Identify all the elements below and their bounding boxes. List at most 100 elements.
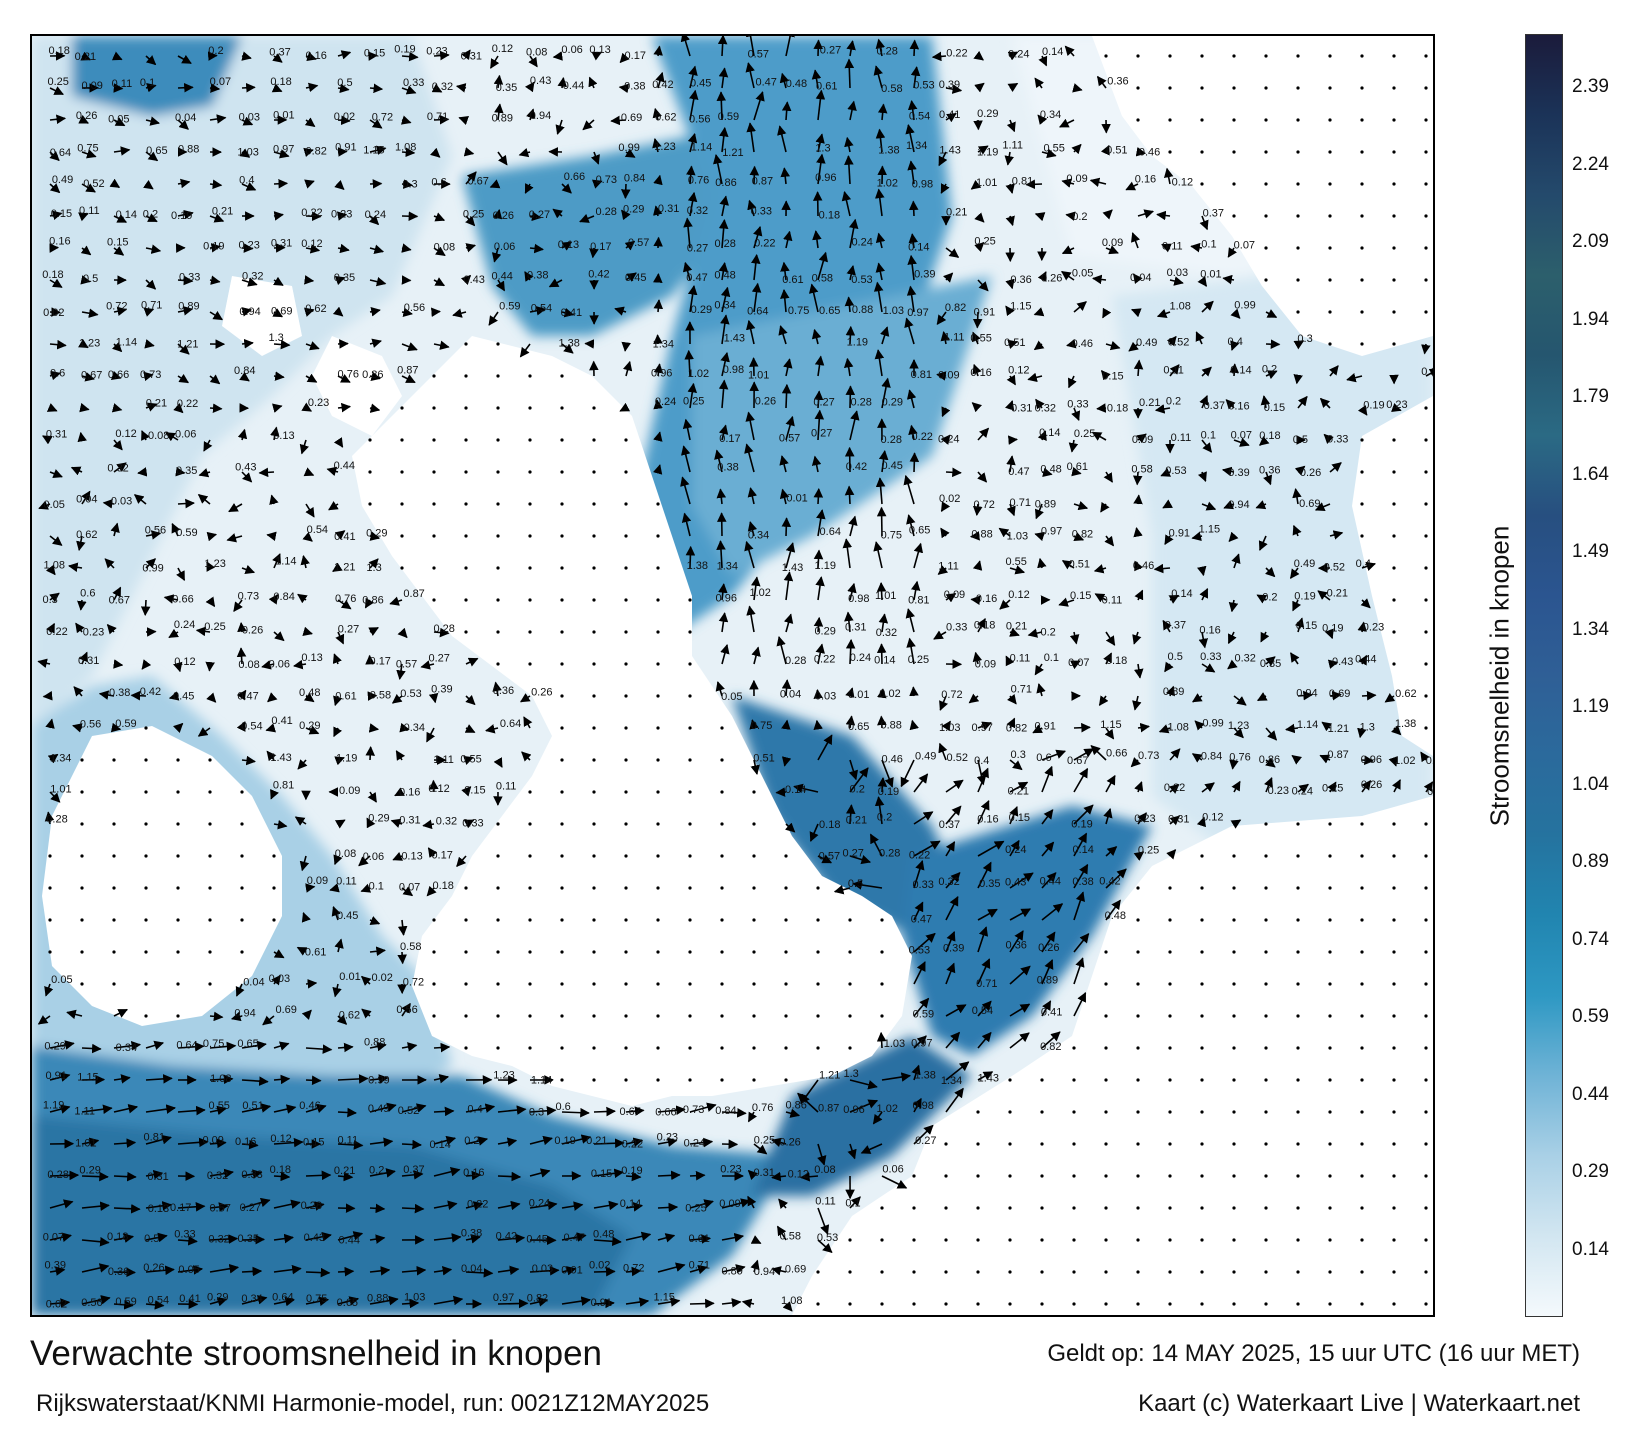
stream-arrow	[433, 1265, 453, 1276]
stream-arrow	[49, 1232, 72, 1242]
stream-arrow	[368, 626, 379, 636]
speed-label: 0.12	[1202, 811, 1223, 823]
speed-label: 0.02	[589, 1260, 610, 1272]
stream-arrow	[744, 443, 755, 473]
stream-arrow	[360, 883, 372, 893]
grid-dot	[1424, 502, 1428, 506]
grid-dot	[1328, 214, 1332, 218]
grid-dot	[432, 1014, 436, 1018]
stream-arrow	[426, 885, 437, 897]
speed-label: 1.14	[531, 1075, 552, 1087]
stream-arrow	[813, 549, 824, 569]
grid-dot	[1392, 150, 1396, 154]
grid-dot	[656, 566, 660, 570]
grid-dot	[1296, 246, 1300, 250]
grid-dot	[1072, 1270, 1076, 1274]
speed-label: 0.72	[974, 499, 995, 511]
grid-dot	[496, 534, 500, 538]
stream-arrow	[1041, 959, 1054, 985]
stream-arrow	[1384, 693, 1396, 703]
stream-arrow	[1134, 560, 1143, 572]
stream-arrow	[1263, 471, 1273, 486]
speed-label: 0.29	[299, 720, 320, 732]
speed-label: 1.3	[843, 1068, 858, 1080]
speed-label: 1.15	[1010, 300, 1031, 312]
grid-dot	[1424, 694, 1428, 698]
grid-dot	[1360, 822, 1364, 826]
grid-dot	[1264, 182, 1268, 186]
grid-dot	[944, 1238, 948, 1242]
stream-arrow	[779, 72, 790, 89]
stream-arrow	[241, 1040, 267, 1051]
speed-label: 0.47	[686, 272, 707, 284]
stream-arrow	[465, 215, 476, 227]
grid-dot	[1328, 310, 1332, 314]
speed-label: 0.87	[403, 588, 424, 600]
speed-label: 0.03	[269, 973, 290, 985]
speed-label: 0.67	[1067, 755, 1088, 767]
stream-arrow	[492, 208, 503, 220]
grid-dot	[1296, 1302, 1300, 1306]
stream-arrow	[145, 1074, 173, 1084]
speed-label: 0.75	[881, 530, 902, 542]
stream-arrow	[1314, 502, 1331, 512]
stream-arrow	[145, 1169, 164, 1180]
stream-arrow	[907, 254, 917, 281]
stream-arrow	[906, 637, 916, 665]
stream-arrow	[718, 219, 729, 249]
stream-arrow	[1357, 405, 1368, 416]
stream-arrow	[145, 1040, 165, 1050]
speed-label: 0.08	[526, 47, 547, 59]
grid-dot	[496, 598, 500, 602]
stream-arrow	[104, 558, 115, 569]
stream-arrow	[1164, 534, 1174, 546]
stream-arrow	[619, 402, 631, 412]
grid-dot	[560, 694, 564, 698]
grid-dot	[176, 758, 180, 762]
grid-dot	[144, 758, 148, 762]
grid-dot	[1392, 214, 1396, 218]
speed-label: 0.08	[148, 430, 169, 442]
speed-label: 0.56	[396, 1004, 417, 1016]
stream-arrow	[905, 124, 915, 153]
stream-arrow	[872, 1111, 883, 1125]
stream-arrow	[1073, 932, 1090, 953]
grid-dot	[1104, 1270, 1108, 1274]
grid-dot	[1200, 918, 1204, 922]
speed-label: 0.22	[622, 1139, 643, 1151]
stream-arrow	[977, 145, 989, 155]
stream-arrow	[497, 1171, 522, 1182]
stream-arrow	[1009, 965, 1031, 985]
grid-dot	[1424, 886, 1428, 890]
stream-arrow	[145, 530, 162, 540]
stream-arrow	[945, 1061, 970, 1081]
stream-arrow	[1285, 723, 1299, 734]
grid-dot	[1424, 726, 1428, 730]
stream-arrow	[237, 428, 248, 441]
stream-arrow	[974, 82, 985, 93]
grid-dot	[1392, 502, 1396, 506]
grid-dot	[1424, 150, 1428, 154]
speed-label: 1.14	[275, 555, 296, 567]
grid-dot	[496, 1014, 500, 1018]
grid-dot	[144, 886, 148, 890]
stream-arrow	[1096, 75, 1107, 89]
speed-label: 0.29	[207, 1291, 228, 1303]
grid-dot	[1392, 598, 1396, 602]
speed-label: 0.18	[432, 880, 453, 892]
grid-dot	[816, 1046, 820, 1050]
speed-label: 0.21	[75, 51, 96, 63]
speed-label: 1.21	[819, 1070, 840, 1082]
grid-dot	[1168, 950, 1172, 954]
speed-label: 0.35	[238, 1233, 259, 1245]
speed-label: 0.75	[751, 720, 772, 732]
grid-dot	[560, 758, 564, 762]
grid-dot	[624, 470, 628, 474]
stream-arrow	[784, 822, 796, 833]
grid-dot	[1264, 278, 1268, 282]
stream-arrow	[1201, 782, 1215, 793]
legend-tick-2-24: 2.24	[1572, 153, 1609, 175]
stream-arrow	[1025, 179, 1043, 190]
grid-dot	[208, 886, 212, 890]
stream-arrow	[433, 212, 446, 222]
